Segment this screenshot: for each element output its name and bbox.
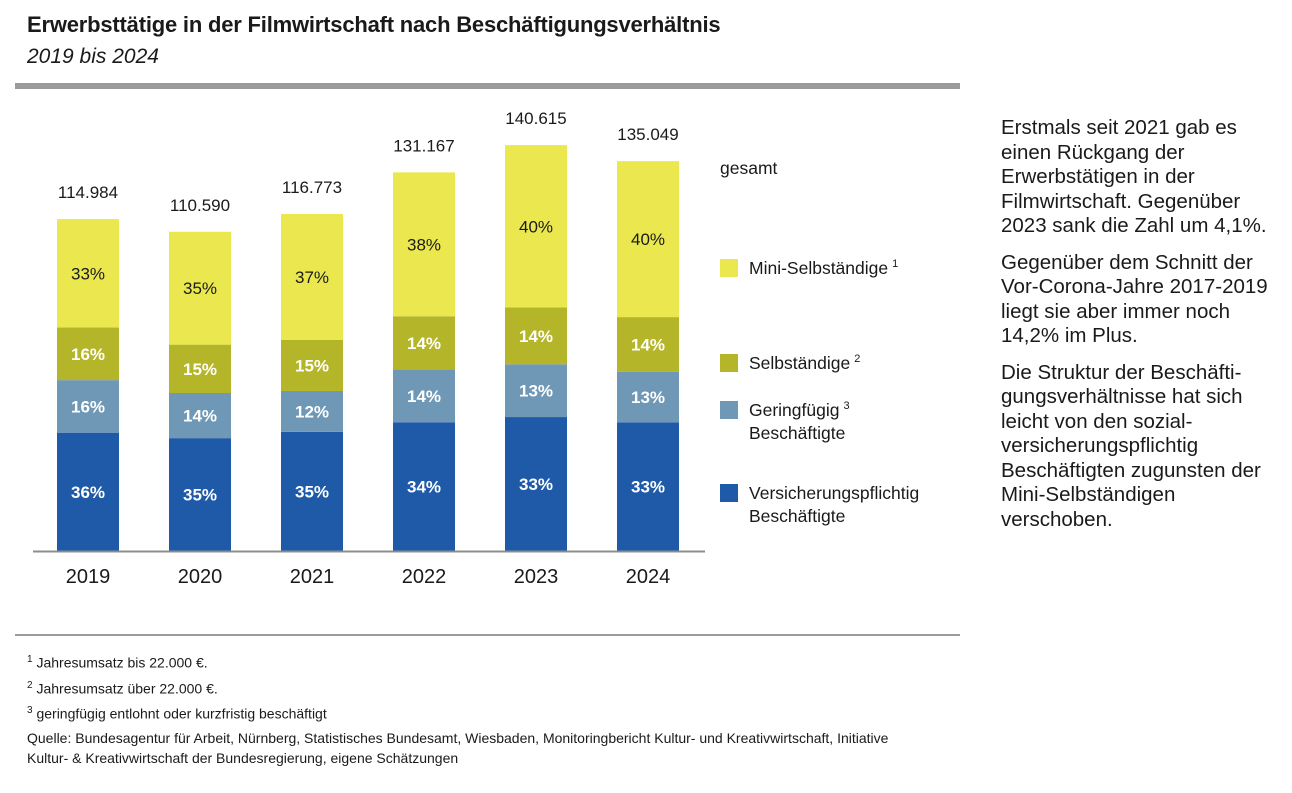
total-label-2024: 135.049: [617, 125, 678, 144]
legend-label-3-line-1: Selbständige 2: [749, 353, 860, 373]
total-label-2023: 140.615: [505, 109, 566, 128]
segment-label-2023-1: 33%: [519, 475, 553, 494]
footnote-3-text: geringfügig entlohnt oder kurzfristig be…: [36, 705, 327, 722]
segment-label-2019-3: 16%: [71, 345, 105, 364]
footnote-1: 1 Jahresumsatz bis 22.000 €.: [27, 650, 927, 673]
footnotes: 1 Jahresumsatz bis 22.000 €. 2 Jahresums…: [27, 650, 927, 771]
segment-label-2023-3: 14%: [519, 327, 553, 346]
x-tick-label-2023: 2023: [514, 566, 559, 588]
segment-label-2022-4: 38%: [407, 235, 441, 254]
bar-segment-2019-2: [57, 380, 119, 433]
segment-label-2024-2: 13%: [631, 388, 665, 407]
legend-swatch-1: [720, 484, 738, 502]
segment-label-2024-1: 33%: [631, 478, 665, 497]
segment-label-2022-2: 14%: [407, 387, 441, 406]
side-commentary: Erstmals seit 2021 gab es einen Rückgang…: [1001, 116, 1281, 544]
legend-total-label: gesamt: [720, 158, 778, 178]
bar-segment-2023-3: [505, 307, 567, 365]
segment-label-2020-3: 15%: [183, 360, 217, 379]
total-label-2021: 116.773: [282, 178, 342, 197]
bar-segment-2024-2: [617, 371, 679, 423]
total-label-2019: 114.984: [58, 183, 118, 202]
bar-segment-2020-1: [169, 438, 231, 551]
top-divider: [15, 83, 960, 89]
footnote-2: 2 Jahresumsatz über 22.000 €.: [27, 676, 927, 699]
segment-label-2024-3: 14%: [631, 335, 665, 354]
footnote-2-text: Jahresumsatz über 22.000 €.: [36, 680, 218, 697]
legend-swatch-2: [720, 401, 738, 419]
x-tick-label-2020: 2020: [178, 566, 223, 588]
segment-label-2022-1: 34%: [407, 478, 441, 497]
bar-segment-2023-4: [505, 145, 567, 308]
total-label-2022: 131.167: [393, 136, 454, 155]
segment-label-2023-2: 13%: [519, 382, 553, 401]
x-tick-label-2021: 2021: [290, 566, 335, 588]
segment-label-2020-4: 35%: [183, 279, 217, 298]
segment-label-2022-3: 14%: [407, 334, 441, 353]
footnote-2-mark: 2: [27, 679, 33, 691]
stacked-bar-chart: 36% 16% 16% 33% 114.984 2019 35% 14% 15% 35% 110.5…: [33, 109, 919, 588]
segment-label-2020-1: 35%: [183, 486, 217, 505]
chart-title: Erwerbsttätige in der Filmwirtschaft nac…: [27, 12, 721, 37]
x-tick-label-2024: 2024: [626, 566, 671, 588]
side-paragraph-3: Die Struktur der Beschäfti-gungsverhältn…: [1001, 360, 1261, 531]
chart-subtitle: 2019 bis 2024: [27, 45, 159, 68]
footnote-1-text: Jahresumsatz bis 22.000 €.: [36, 654, 208, 671]
legend-label-2-line-2: Beschäftigte: [749, 423, 845, 443]
segment-label-2019-4: 33%: [71, 264, 105, 283]
total-label-2020: 110.590: [170, 196, 230, 215]
legend-footnote-mark-2: 3: [843, 400, 849, 412]
legend-swatch-4: [720, 259, 738, 277]
segment-label-2021-2: 12%: [295, 402, 329, 421]
segment-label-2024-4: 40%: [631, 230, 665, 249]
footnote-3-mark: 3: [27, 705, 33, 717]
source-note: Quelle: Bundesagentur für Arbeit, Nürnbe…: [27, 729, 889, 766]
bar-segment-2022-2: [393, 369, 455, 423]
bar-segment-2024-3: [617, 317, 679, 372]
segment-label-2023-4: 40%: [519, 217, 553, 236]
side-paragraph-1: Erstmals seit 2021 gab es einen Rückgang…: [1001, 116, 1267, 237]
bar-segment-2021-1: [281, 431, 343, 551]
footnote-3: 3 geringfügig entlohnt oder kurzfristig …: [27, 701, 927, 724]
segment-label-2019-1: 36%: [71, 483, 105, 502]
bar-segment-2022-1: [393, 422, 455, 551]
legend-label-4-line-1: Mini-Selbständige 1: [749, 258, 898, 278]
bar-segment-2023-1: [505, 417, 567, 551]
bar-segment-2024-4: [617, 161, 679, 318]
bar-segment-2020-2: [169, 392, 231, 439]
bar-segment-2021-2: [281, 390, 343, 432]
legend-footnote-mark-4: 1: [892, 258, 898, 270]
x-tick-label-2022: 2022: [402, 566, 447, 588]
legend-swatch-3: [720, 354, 738, 372]
bar-segment-2022-3: [393, 316, 455, 370]
bottom-divider: [15, 634, 960, 636]
bar-segment-2024-1: [617, 422, 679, 551]
bar-segment-2019-1: [57, 432, 119, 551]
legend-footnote-mark-3: 2: [854, 353, 860, 365]
bar-segment-2019-3: [57, 327, 119, 381]
bar-segment-2020-4: [169, 231, 231, 345]
side-paragraph-2: Gegenüber dem Schnitt der Vor-Corona-Jah…: [1001, 250, 1268, 348]
segment-label-2019-2: 16%: [71, 397, 105, 416]
x-tick-label-2019: 2019: [66, 566, 111, 588]
segment-label-2021-3: 15%: [295, 356, 329, 375]
segment-label-2021-1: 35%: [295, 482, 329, 501]
segment-label-2020-2: 14%: [183, 407, 217, 426]
bar-segment-2022-4: [393, 172, 455, 317]
footnote-1-mark: 1: [27, 654, 33, 665]
bar-segment-2023-2: [505, 364, 567, 418]
legend-label-2-line-1: Geringfügig 3: [749, 400, 850, 420]
legend-label-1-line-1: Versicherungspflichtig: [749, 483, 919, 503]
segment-label-2021-4: 37%: [295, 268, 329, 287]
bar-segment-2021-4: [281, 213, 343, 340]
bar-segment-2020-3: [169, 344, 231, 393]
bar-segment-2021-3: [281, 339, 343, 391]
bar-segment-2019-4: [57, 219, 119, 328]
legend-label-1-line-2: Beschäftigte: [749, 506, 845, 526]
